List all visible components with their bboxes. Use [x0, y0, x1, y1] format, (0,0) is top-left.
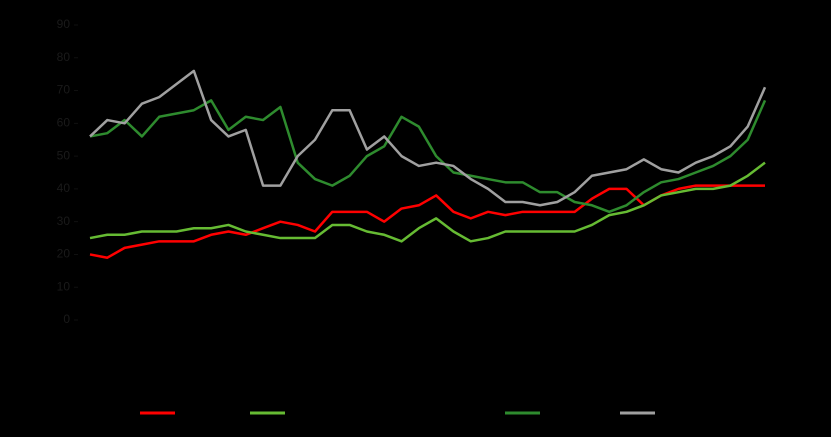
series-line	[89, 99, 767, 214]
y-tick-label: 80	[57, 50, 71, 64]
y-tick-label: 0	[63, 312, 70, 326]
series-line	[89, 184, 765, 259]
y-tick-label: 30	[57, 214, 71, 228]
y-tick-label: 60	[57, 116, 71, 130]
y-tick-label: 20	[57, 247, 71, 261]
y-tick-label: 50	[57, 148, 71, 162]
series-line	[89, 69, 767, 207]
y-tick-label: 40	[57, 181, 71, 195]
y-tick-label: 70	[57, 83, 71, 97]
y-tick-label: 10	[57, 279, 71, 293]
y-tick-label: 90	[57, 17, 71, 31]
series-line	[89, 161, 766, 243]
